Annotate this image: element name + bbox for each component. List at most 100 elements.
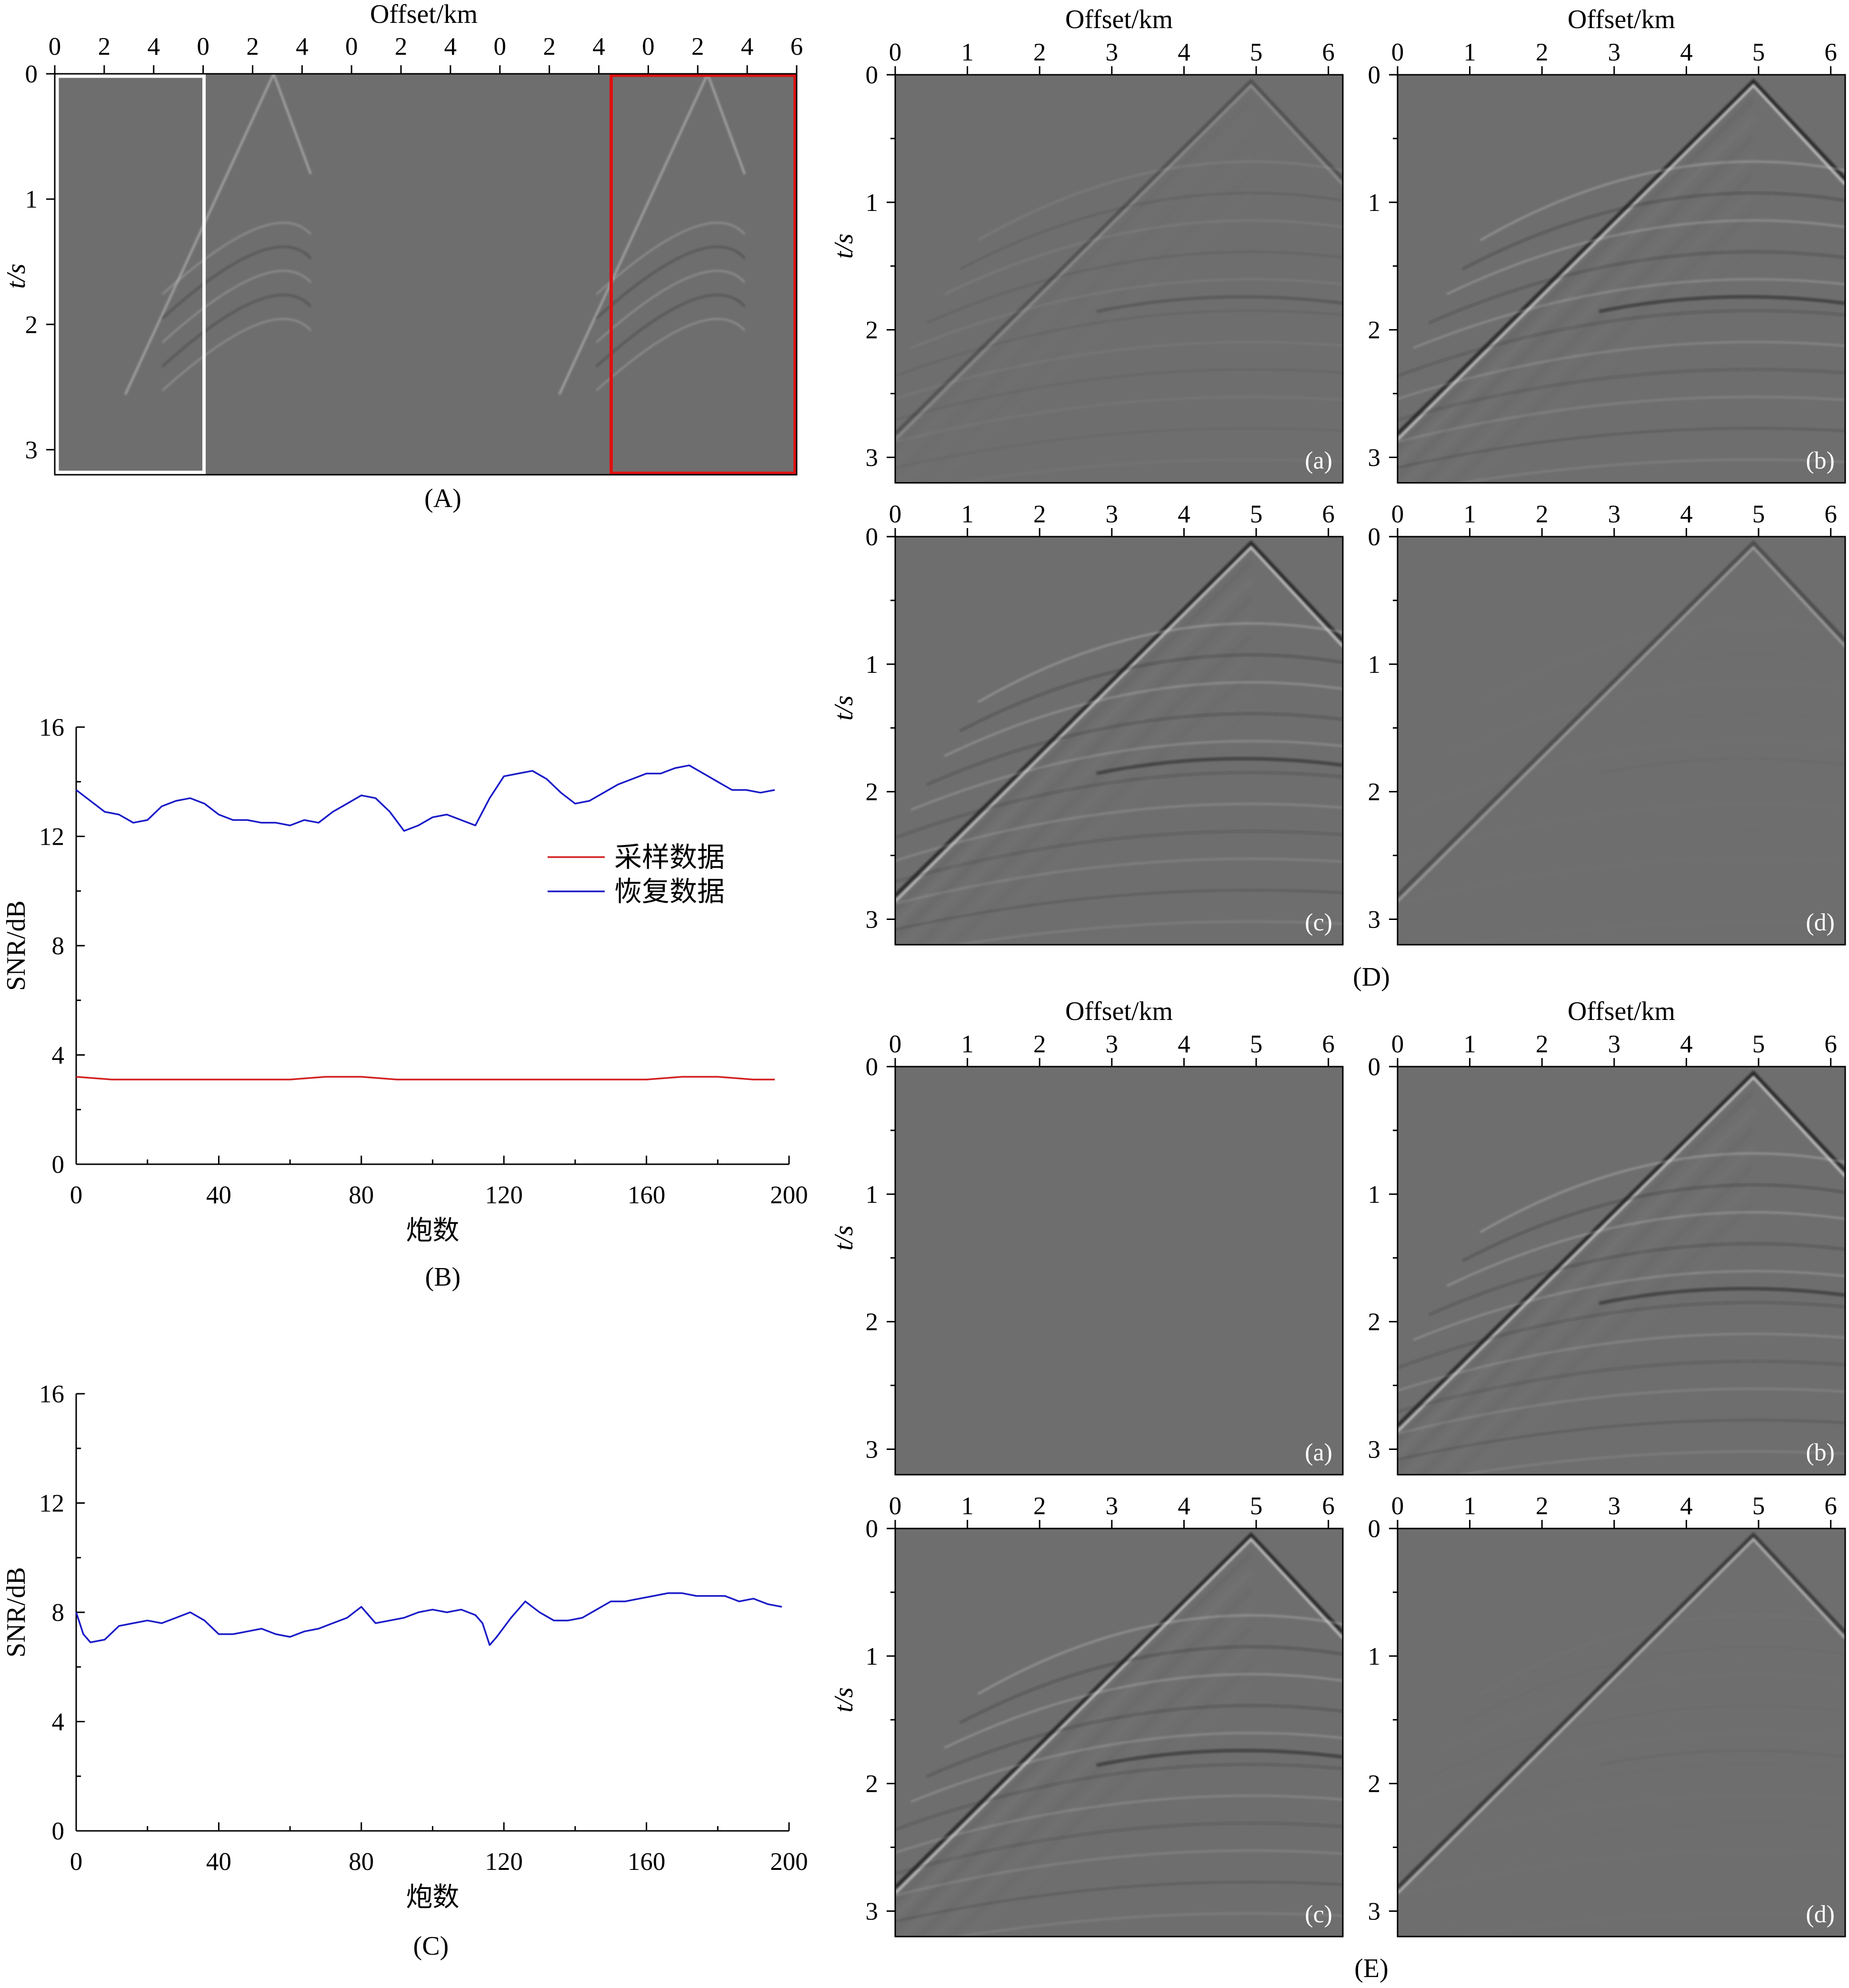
- y-tick-label: 1: [25, 186, 38, 213]
- x-tick-label: 2: [1536, 1492, 1549, 1520]
- x-tick-label: 2: [246, 33, 259, 60]
- x-tick-label: 5: [1752, 500, 1765, 528]
- x-axis-title: Offset/km: [370, 0, 478, 29]
- y-tick-label: 1: [1368, 651, 1381, 679]
- x-tick-label: 5: [1250, 39, 1263, 66]
- x-tick-label: 0: [1391, 1030, 1404, 1058]
- y-tick-label: 8: [52, 932, 65, 960]
- y-tick-label: 0: [1368, 1515, 1381, 1543]
- y-tick-label: 2: [25, 311, 38, 339]
- subpanel-label-c: (c): [1305, 909, 1332, 936]
- gather-wavefield: [895, 78, 1343, 483]
- x-tick-label: 6: [1322, 1030, 1335, 1058]
- panel-a-shot-gathers: 0 2 4 0 2 4 0 2 4 0 2 4 0 2 4 6 Offset/km 0 1 2 3 t/s: [1, 0, 803, 476]
- gather-wavefield: [895, 540, 1343, 945]
- x-tick-label: 4: [1680, 1030, 1693, 1058]
- y-tick-label: 0: [866, 1053, 879, 1081]
- x-tick-label: 3: [1106, 39, 1119, 66]
- gather-subpanel-d: 0 1 2 3 4 5 6 0 1 2 3 (d): [1368, 500, 1846, 946]
- x-tick-label: 5: [1752, 1030, 1765, 1058]
- subpanel-label-b: (b): [1806, 1439, 1835, 1466]
- x-tick-label: 1: [1463, 500, 1476, 528]
- x-tick-label: 6: [1322, 39, 1335, 66]
- series-line: [75, 1592, 782, 1646]
- y-tick-label: 3: [1368, 1436, 1381, 1463]
- x-tick-label: 5: [1250, 500, 1263, 528]
- y-tick-label: 4: [52, 1708, 65, 1736]
- gather-wavefield: [558, 74, 746, 395]
- y-tick-label: 3: [866, 906, 879, 933]
- white-highlight-box: [55, 74, 206, 474]
- gather-subpanel-b: 0 1 2 3 4 5 6 0 1 2 3 Offset/km (b): [1368, 997, 1846, 1476]
- x-axis-title: 炮数: [406, 1216, 460, 1246]
- y-tick-label: 3: [866, 1436, 879, 1463]
- x-tick-label: 40: [206, 1848, 231, 1876]
- legend-label-sampled: 采样数据: [614, 842, 725, 873]
- series-line-recovered: [75, 764, 775, 832]
- gather-background: [1398, 537, 1845, 945]
- x-tick-label: 0: [70, 1181, 83, 1209]
- x-tick-label: 0: [1391, 500, 1404, 528]
- x-tick-label: 5: [1752, 39, 1765, 66]
- x-tick-label: 3: [1608, 500, 1621, 528]
- gather-background: [1398, 1528, 1845, 1937]
- gather-frame: [1397, 1066, 1846, 1476]
- gather-frame: [1397, 1528, 1846, 1938]
- x-tick-label: 0: [1391, 39, 1404, 66]
- y-tick-label: 1: [866, 1643, 879, 1670]
- x-tick-label: 1: [1463, 1030, 1476, 1058]
- gather-wavefield: [895, 1532, 1343, 1937]
- x-tick-label: 2: [98, 33, 111, 60]
- y-tick-label: 0: [866, 1515, 879, 1543]
- x-tick-label: 40: [206, 1181, 231, 1209]
- x-tick-label: 1: [961, 39, 974, 66]
- x-axis-title: 炮数: [406, 1883, 460, 1912]
- caption-d: (D): [1353, 962, 1390, 992]
- y-tick-label: 1: [866, 1181, 879, 1209]
- y-tick-label: 2: [1368, 317, 1381, 344]
- gather-wavefield: [124, 74, 312, 395]
- x-tick-label: 0: [345, 33, 358, 60]
- red-highlight-box: [610, 73, 797, 475]
- y-tick-label: 0: [52, 1151, 65, 1179]
- x-tick-label: 2: [543, 33, 556, 60]
- gather-subpanel-d: 0 1 2 3 4 5 6 0 1 2 3 (d): [1368, 1492, 1846, 1938]
- y-tick-label: 3: [1368, 1898, 1381, 1925]
- x-tick-label: 5: [1752, 1492, 1765, 1520]
- gather-frame: [894, 1066, 1344, 1476]
- x-tick-label: 4: [1178, 500, 1190, 528]
- gather-frame: [894, 1528, 1344, 1938]
- x-tick-label: 6: [1824, 1492, 1837, 1520]
- caption-b: (B): [425, 1262, 461, 1292]
- y-tick-label: 3: [866, 1898, 879, 1925]
- y-tick-label: 0: [1368, 1053, 1381, 1081]
- panel-a-background: [55, 74, 797, 475]
- y-tick-label: 0: [52, 1818, 65, 1845]
- y-axis-title: t/s: [1, 264, 31, 289]
- x-tick-label: 4: [1680, 1492, 1693, 1520]
- legend-label-recovered: 恢复数据: [614, 876, 725, 907]
- gather-subpanel-c: 0 1 2 3 4 5 6 0 1 2 3 t/s (c): [829, 500, 1344, 946]
- x-axis-title: Offset/km: [1568, 997, 1675, 1026]
- x-tick-label: 3: [1106, 500, 1119, 528]
- y-tick-label: 0: [1368, 523, 1381, 551]
- gather-subpanel-c: 0 1 2 3 4 5 6 0 1 2 3 t/s (c): [829, 1492, 1344, 1938]
- panel-e-gathers: 0 1 2 3 4 5 6 0 1 2 3 t/s Offset/km (a) 0 1 2 3 4 5 6 0 1 2 3 Off…: [829, 997, 1846, 1938]
- y-tick-label: 2: [1368, 1309, 1381, 1336]
- x-tick-label: 0: [889, 1030, 902, 1058]
- subpanel-label-d: (d): [1806, 1901, 1835, 1928]
- x-tick-label: 5: [1250, 1030, 1263, 1058]
- y-tick-label: 2: [866, 1309, 879, 1336]
- x-tick-label: 80: [349, 1848, 374, 1876]
- y-axis-title: SNR/dB: [1, 900, 31, 991]
- y-tick-label: 3: [25, 436, 38, 464]
- y-tick-label: 1: [1368, 1643, 1381, 1670]
- x-tick-label: 120: [485, 1181, 523, 1209]
- x-tick-label: 0: [889, 39, 902, 66]
- x-tick-label: 80: [349, 1181, 374, 1209]
- y-axis-title: t/s: [829, 695, 859, 720]
- gather-wavefield: [1398, 1070, 1845, 1475]
- subpanel-label-c: (c): [1305, 1901, 1332, 1928]
